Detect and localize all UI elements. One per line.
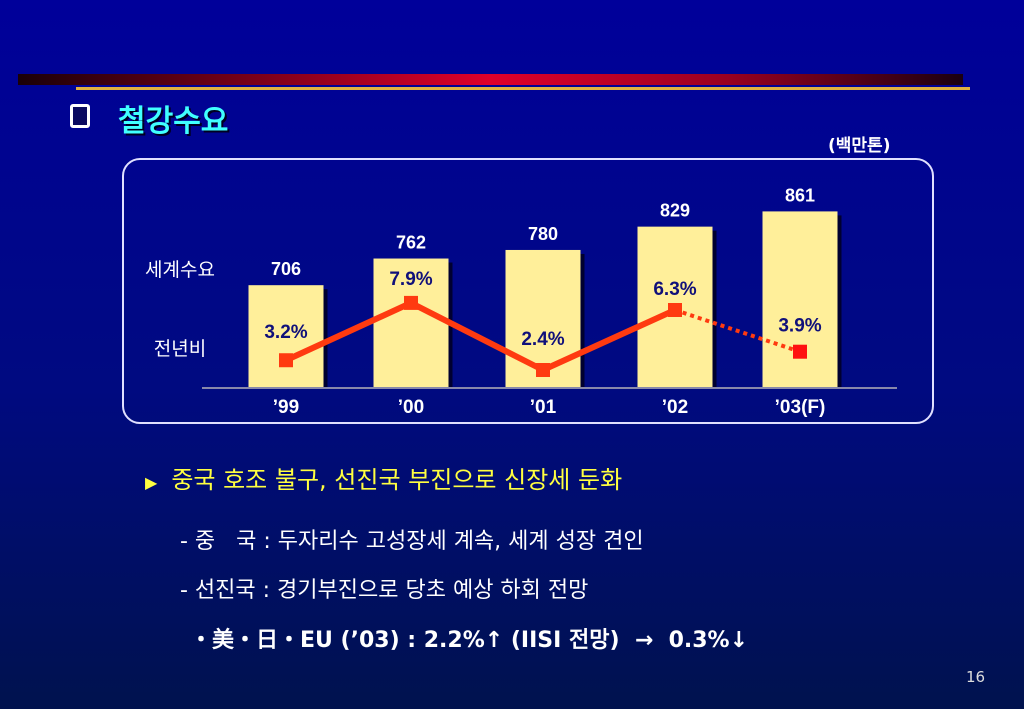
x-tick-label: ’00 [398,397,424,418]
checkbox-bullet-icon [70,104,90,128]
sub-point-china: - 중 국 : 두자리수 고성장세 계속, 세계 성장 견인 [180,529,644,554]
line-value-label: 3.2% [264,322,307,343]
sub-point-detail: ・美・日・EU (’03) : 2.2%↑ (IISI 전망) → 0.3%↓ [190,628,749,653]
line-value-label: 6.3% [653,279,696,300]
chart-panel [122,158,934,424]
bar-value-label: 706 [271,259,301,279]
bar [762,211,838,388]
sub-point-developed: - 선진국 : 경기부진으로 당초 예상 하회 전망 [180,578,589,603]
bar-value-label: 861 [785,185,815,205]
header-gradient-bar [18,74,963,85]
page-number: 16 [966,668,986,686]
bar-value-label: 829 [660,201,690,221]
header-gold-line [76,87,970,90]
forecast-line-segment [674,308,801,354]
line-marker [404,295,418,310]
line-value-label: 2.4% [521,329,564,350]
line-value-label: 3.9% [778,316,821,337]
triangle-bullet-icon: ▶ [145,473,158,492]
line-value-label: 7.9% [389,269,432,290]
line-marker [793,344,807,359]
x-tick-label: ’99 [273,397,299,418]
line-marker [536,363,550,377]
slide-title: 철강수요 [118,104,229,139]
row-label-yoy: 전년비 [154,338,206,360]
line-segment [541,307,677,373]
line-marker [668,303,682,317]
x-tick-label: ’03(F) [775,397,826,418]
x-tick-label: ’02 [662,397,688,418]
bar-value-label: 762 [396,233,426,253]
row-label-demand: 세계수요 [145,259,215,281]
bar [248,285,324,388]
unit-label: (백만톤) [828,136,891,156]
x-tick-label: ’01 [530,397,557,418]
bar [373,258,449,388]
line-marker [279,353,293,368]
bar-value-label: 780 [528,224,558,244]
bullet-text: 중국 호조 불구, 선진국 부진으로 신장세 둔화 [171,466,623,494]
bullet-line: ▶ 중국 호조 불구, 선진국 부진으로 신장세 둔화 [145,460,622,495]
line-segment [409,300,545,373]
line-segment [284,300,413,363]
